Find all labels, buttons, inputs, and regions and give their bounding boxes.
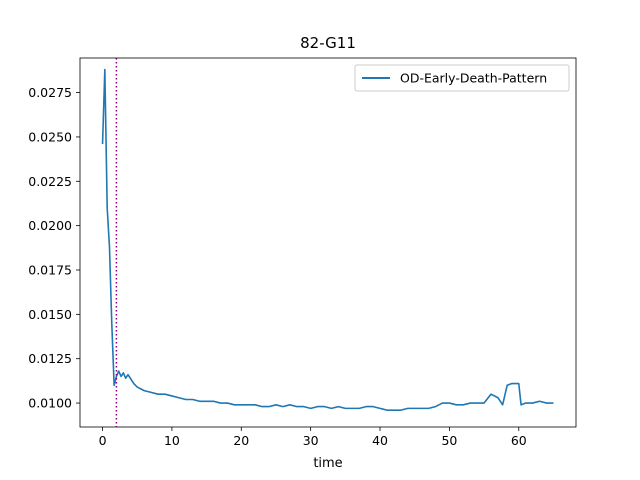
y-tick-label: 0.0175: [28, 262, 72, 277]
y-tick-label: 0.0225: [28, 174, 72, 189]
series-line: [101, 68, 554, 411]
series-layer: [101, 68, 554, 411]
y-tick-label: 0.0200: [28, 218, 72, 233]
legend: OD-Early-Death-Pattern: [354, 64, 570, 92]
y-tick-label: 0.0150: [28, 307, 72, 322]
x-tick-label: 60: [511, 433, 527, 448]
y-tick-label: 0.0275: [28, 85, 72, 100]
y-tick-label: 0.0125: [28, 351, 72, 366]
x-tick-label: 10: [164, 433, 180, 448]
x-tick-label: 0: [99, 433, 107, 448]
x-axis-ticks: 0 10 20 30 40 50 60: [99, 427, 527, 448]
y-tick-label: 0.0100: [28, 396, 72, 411]
plot-frame: [79, 57, 577, 428]
x-tick-label: 30: [303, 433, 319, 448]
y-tick-label: 0.0250: [28, 129, 72, 144]
y-axis-ticks: 0.0100 0.0125 0.0150 0.0175 0.0200 0.0225 0.02…: [28, 85, 80, 411]
x-tick-label: 50: [441, 433, 457, 448]
x-tick-label: 40: [372, 433, 388, 448]
legend-box: [354, 64, 570, 92]
chart-title: 82-G11: [300, 34, 356, 52]
x-tick-label: 20: [233, 433, 249, 448]
x-axis-label: time: [313, 456, 342, 471]
legend-label: OD-Early-Death-Pattern: [400, 71, 547, 86]
plot-background: [80, 58, 576, 427]
